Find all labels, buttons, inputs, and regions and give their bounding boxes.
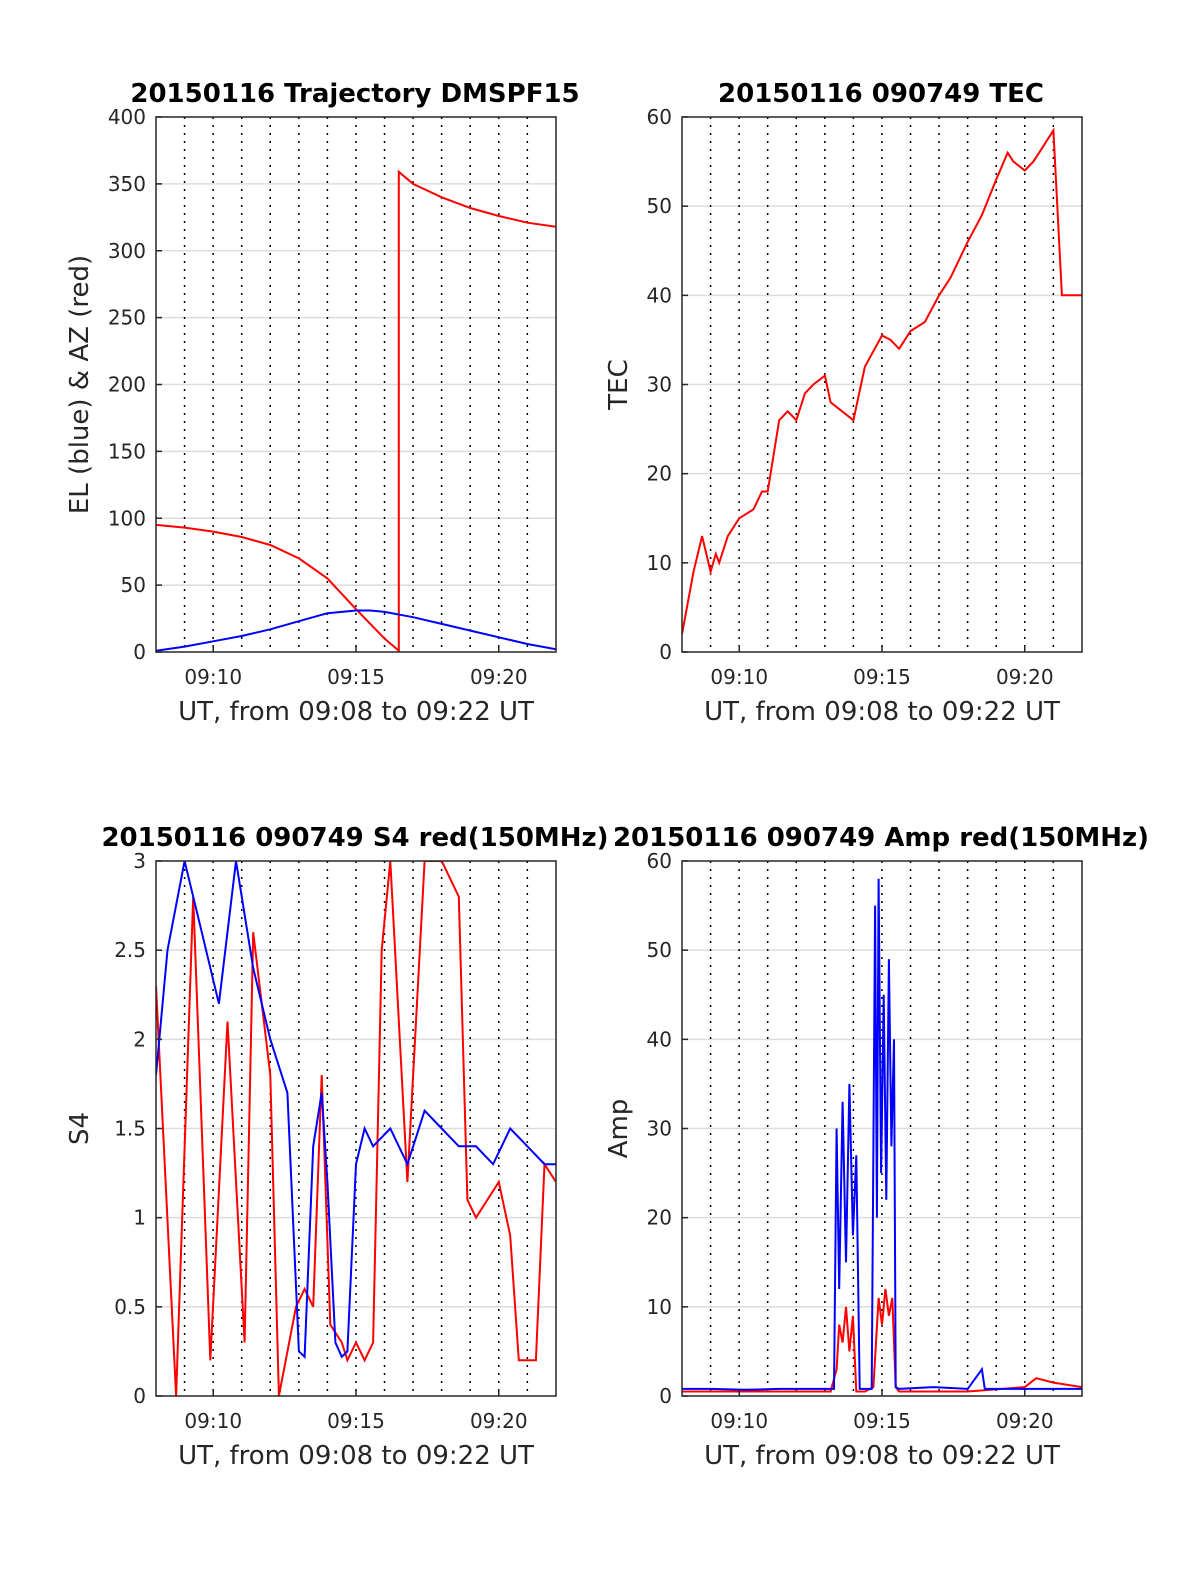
y-tick-label: 2 (133, 1027, 146, 1051)
y-tick-label: 50 (647, 194, 672, 218)
y-tick-label: 0 (659, 640, 672, 664)
chart-panel-3: 0 0.5 1 1.5 2 2.5 3 09:10 09:15 09:20 20150116 090… (65, 823, 609, 1471)
x-tick-label: 09:20 (996, 665, 1054, 689)
x-tick-label: 09:10 (710, 1409, 768, 1433)
y-tick-label: 0 (133, 640, 146, 664)
y-tick-label: 20 (647, 1206, 672, 1230)
y-tick-label: 350 (108, 172, 146, 196)
x-tick-label: 09:15 (327, 1409, 385, 1433)
y-tick-label: 40 (647, 283, 672, 307)
y-tick-label: 50 (647, 938, 672, 962)
y-tick-label: 1.5 (114, 1117, 146, 1141)
series-line-1 (682, 127, 1082, 635)
y-tick-label: 300 (108, 239, 146, 263)
chart-panel-1: 0 50 100 150 200 250 300 350 400 09:10 09:15 09:20 2… (65, 79, 580, 727)
x-tick-label: 09:10 (184, 665, 242, 689)
x-tick-label: 09:15 (327, 665, 385, 689)
y-tick-label: 0 (133, 1384, 146, 1408)
series-line-2 (156, 609, 556, 652)
series-line-2 (156, 861, 556, 1360)
x-axis-label: UT, from 09:08 to 09:22 UT (704, 1441, 1060, 1471)
y-tick-label: 50 (121, 573, 146, 597)
x-tick-label: 09:20 (996, 1409, 1054, 1433)
y-tick-label: 100 (108, 506, 146, 530)
y-tick-label: 1 (133, 1206, 146, 1230)
y-tick-label: 40 (647, 1027, 672, 1051)
chart-title: 20150116 090749 TEC (718, 79, 1044, 109)
series-line-1 (156, 861, 556, 1396)
y-tick-label: 0.5 (114, 1295, 146, 1319)
y-tick-label: 0 (659, 1384, 672, 1408)
chart-panel-4: 0 10 20 30 40 50 60 09:10 09:15 09:20 20150116 090… (604, 823, 1149, 1471)
x-tick-label: 09:20 (470, 665, 528, 689)
x-tick-label: 09:20 (470, 1409, 528, 1433)
x-axis-label: UT, from 09:08 to 09:22 UT (704, 697, 1060, 727)
y-tick-label: 200 (108, 373, 146, 397)
y-tick-label: 20 (647, 462, 672, 486)
chart-title: 20150116 090749 Amp red(150MHz) (613, 823, 1149, 853)
x-tick-label: 09:10 (710, 665, 768, 689)
y-tick-label: 10 (647, 1295, 672, 1319)
x-tick-label: 09:10 (184, 1409, 242, 1433)
x-tick-label: 09:15 (853, 1409, 911, 1433)
series-line-2 (682, 878, 1082, 1391)
y-tick-label: 2.5 (114, 938, 146, 962)
y-tick-label: 400 (108, 105, 146, 129)
x-axis-label: UT, from 09:08 to 09:22 UT (178, 1441, 534, 1471)
series-line-1 (682, 1288, 1082, 1393)
y-tick-label: 250 (108, 306, 146, 330)
y-tick-label: 30 (647, 373, 672, 397)
y-axis-label: TEC (604, 359, 634, 410)
x-tick-label: 09:15 (853, 665, 911, 689)
y-tick-label: 3 (133, 849, 146, 873)
y-tick-label: 60 (647, 105, 672, 129)
chart-title: 20150116 Trajectory DMSPF15 (130, 79, 579, 109)
x-axis-label: UT, from 09:08 to 09:22 UT (178, 697, 534, 727)
y-tick-label: 150 (108, 439, 146, 463)
chart-panel-2: 0 10 20 30 40 50 60 09:10 09:15 09:20 20150116 090… (604, 79, 1083, 727)
y-axis-label: Amp (604, 1099, 634, 1159)
series-line-1 (156, 169, 556, 652)
y-axis-label: EL (blue) & AZ (red) (65, 255, 95, 514)
chart-title: 20150116 090749 S4 red(150MHz) (101, 823, 608, 853)
y-tick-label: 30 (647, 1117, 672, 1141)
y-tick-label: 10 (647, 551, 672, 575)
y-tick-label: 60 (647, 849, 672, 873)
y-axis-label: S4 (65, 1112, 95, 1145)
